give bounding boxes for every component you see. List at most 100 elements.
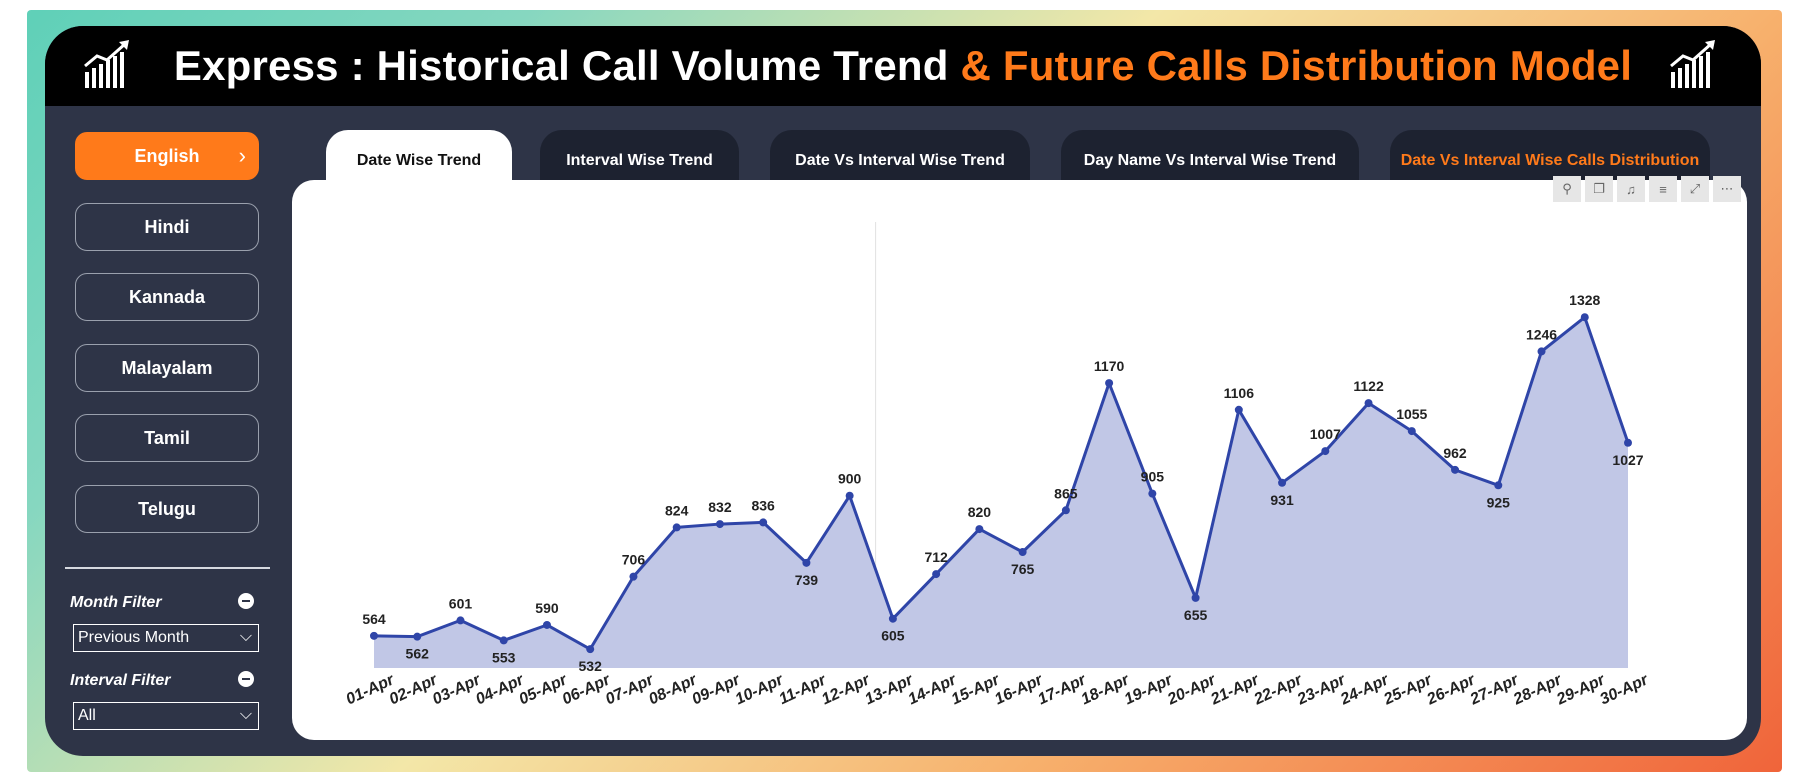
data-point[interactable] bbox=[370, 631, 378, 640]
x-tick-label: 20-Apr bbox=[1164, 671, 1219, 709]
dashboard: Express : Historical Call Volume Trend &… bbox=[45, 26, 1761, 756]
data-label: 562 bbox=[406, 646, 430, 662]
data-point[interactable] bbox=[1191, 593, 1200, 602]
data-label: 836 bbox=[751, 497, 775, 513]
x-tick-label: 25-Apr bbox=[1380, 671, 1435, 709]
language-button-malayalam[interactable]: Malayalam bbox=[75, 344, 259, 392]
data-point[interactable] bbox=[1018, 548, 1027, 557]
x-tick-label: 26-Apr bbox=[1424, 671, 1479, 709]
data-point[interactable] bbox=[542, 620, 551, 629]
data-point[interactable] bbox=[413, 632, 422, 641]
data-point[interactable] bbox=[1278, 478, 1287, 487]
data-point[interactable] bbox=[1148, 489, 1157, 498]
data-label: 962 bbox=[1443, 445, 1467, 461]
x-tick-label: 19-Apr bbox=[1122, 671, 1176, 708]
x-tick-label: 02-Apr bbox=[387, 671, 441, 708]
month-filter-select[interactable]: Previous Month ⌵ bbox=[73, 624, 259, 652]
bell-icon[interactable]: ♫ bbox=[1617, 176, 1645, 202]
tab-label: Interval Wise Trend bbox=[566, 152, 713, 169]
data-label: 824 bbox=[665, 502, 689, 518]
interval-filter-value: All bbox=[78, 707, 96, 724]
tab-label: Date Vs Interval Wise Trend bbox=[795, 152, 1005, 169]
data-point[interactable] bbox=[629, 572, 638, 581]
data-point[interactable] bbox=[975, 525, 984, 534]
language-label: Malayalam bbox=[121, 357, 213, 378]
tab-interval-wise-trend[interactable]: Interval Wise Trend bbox=[540, 130, 739, 186]
data-point[interactable] bbox=[499, 636, 508, 645]
title-accent: & Future Calls Distribution Model bbox=[960, 42, 1633, 89]
data-point[interactable] bbox=[715, 520, 724, 529]
focus-mode-icon[interactable]: ⤢ bbox=[1681, 176, 1709, 202]
language-button-hindi[interactable]: Hindi bbox=[75, 203, 259, 251]
pin-icon[interactable]: ⚲ bbox=[1553, 176, 1581, 202]
series-area bbox=[374, 317, 1628, 668]
language-button-tamil[interactable]: Tamil bbox=[75, 414, 259, 462]
x-tick-label: 27-Apr bbox=[1467, 671, 1522, 709]
filter-icon[interactable]: ≡ bbox=[1649, 176, 1677, 202]
chevron-down-icon: ⌵ bbox=[239, 628, 252, 645]
x-tick-label: 05-Apr bbox=[517, 671, 571, 708]
x-tick-label: 01-Apr bbox=[344, 671, 398, 708]
minus-circle-icon[interactable] bbox=[238, 671, 254, 687]
data-point[interactable] bbox=[1321, 447, 1330, 456]
data-label: 706 bbox=[622, 552, 646, 568]
interval-filter-select[interactable]: All ⌵ bbox=[73, 702, 259, 730]
x-tick-label: 30-Apr bbox=[1598, 671, 1652, 708]
data-point[interactable] bbox=[759, 518, 768, 527]
data-point[interactable] bbox=[888, 614, 897, 623]
growth-chart-icon bbox=[84, 40, 129, 88]
date-wise-trend-chart: 564 01-Apr 562 02-Apr 601 03-Apr 553 04-Apr 590 0… bbox=[344, 222, 1652, 709]
data-point[interactable] bbox=[1494, 481, 1503, 490]
more-options-icon[interactable]: ⋯ bbox=[1713, 176, 1741, 202]
chart-panel: 564 01-Apr 562 02-Apr 601 03-Apr 553 04-Apr 590 0… bbox=[292, 176, 1747, 740]
x-tick-label: 10-Apr bbox=[733, 671, 787, 708]
copy-icon[interactable]: ❐ bbox=[1585, 176, 1613, 202]
data-label: 655 bbox=[1184, 607, 1208, 623]
data-point[interactable] bbox=[1624, 438, 1632, 447]
data-label: 865 bbox=[1054, 485, 1078, 501]
month-filter-label: Month Filter bbox=[70, 594, 162, 611]
minus-circle-icon[interactable] bbox=[238, 593, 254, 609]
data-point[interactable] bbox=[1364, 399, 1373, 408]
data-label: 601 bbox=[449, 595, 473, 611]
x-tick-label: 28-Apr bbox=[1510, 671, 1565, 709]
month-filter-value: Previous Month bbox=[78, 629, 190, 646]
data-label: 605 bbox=[881, 628, 905, 644]
language-button-telugu[interactable]: Telugu bbox=[75, 485, 259, 533]
language-button-kannada[interactable]: Kannada bbox=[75, 273, 259, 321]
data-point[interactable] bbox=[1105, 379, 1114, 388]
data-point[interactable] bbox=[1061, 506, 1070, 515]
data-point[interactable] bbox=[1407, 427, 1416, 436]
sidebar-divider bbox=[65, 567, 270, 569]
tab-date-vs-interval-wise-trend[interactable]: Date Vs Interval Wise Trend bbox=[770, 130, 1030, 186]
data-point[interactable] bbox=[1580, 313, 1589, 322]
data-label: 832 bbox=[708, 499, 732, 515]
language-button-english[interactable]: English › bbox=[75, 132, 259, 180]
data-point[interactable] bbox=[672, 523, 681, 532]
x-tick-label: 11-Apr bbox=[776, 671, 829, 708]
series-line bbox=[373, 315, 1630, 651]
x-tick-label: 13-Apr bbox=[862, 671, 916, 708]
data-point[interactable] bbox=[802, 558, 811, 567]
data-label: 1007 bbox=[1310, 426, 1341, 442]
x-tick-label: 24-Apr bbox=[1337, 671, 1392, 709]
data-label: 739 bbox=[795, 572, 819, 588]
tab-label: Date Vs Interval Wise Calls Distribution bbox=[1400, 152, 1700, 169]
x-tick-label: 14-Apr bbox=[906, 671, 960, 708]
x-tick-label: 15-Apr bbox=[949, 671, 1003, 708]
tab-day-name-vs-interval-wise-trend[interactable]: Day Name Vs Interval Wise Trend bbox=[1061, 130, 1359, 186]
data-label: 925 bbox=[1487, 494, 1511, 510]
data-point[interactable] bbox=[845, 491, 854, 500]
data-label: 564 bbox=[362, 611, 386, 627]
data-point[interactable] bbox=[456, 616, 465, 625]
data-label: 1328 bbox=[1569, 292, 1600, 308]
chevron-right-icon: › bbox=[238, 143, 246, 168]
data-point[interactable] bbox=[1451, 465, 1460, 474]
data-point[interactable] bbox=[586, 645, 595, 654]
chevron-down-icon: ⌵ bbox=[239, 706, 252, 723]
x-tick-label: 03-Apr bbox=[430, 671, 484, 708]
data-point[interactable] bbox=[932, 570, 941, 579]
tab-date-wise-trend[interactable]: Date Wise Trend bbox=[326, 130, 512, 186]
data-point[interactable] bbox=[1234, 405, 1243, 414]
data-point[interactable] bbox=[1537, 347, 1546, 356]
